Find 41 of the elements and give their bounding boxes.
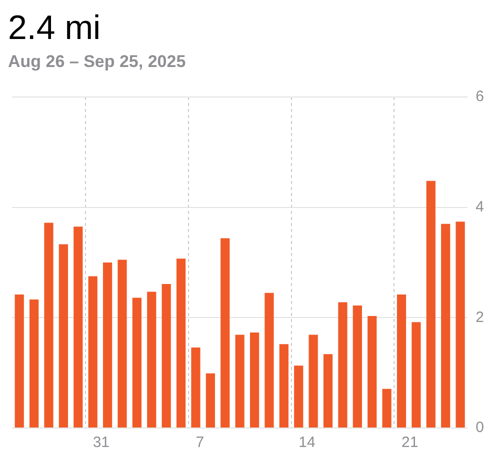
bar: [58, 244, 68, 428]
bar: [412, 322, 421, 428]
bar: [191, 347, 200, 428]
bar: [88, 276, 98, 428]
x-tick-label: 21: [402, 434, 418, 452]
chart-subtitle: Aug 26 – Sep 25, 2025: [8, 52, 187, 72]
bar: [338, 302, 348, 428]
y-tick-label: 6: [476, 88, 484, 106]
bar: [235, 334, 244, 428]
bar: [132, 298, 142, 428]
bar: [118, 260, 127, 428]
bar: [147, 292, 156, 428]
y-tick-label: 4: [476, 198, 484, 216]
chart-title: 2.4 mi: [8, 8, 102, 48]
bar: [368, 316, 377, 428]
bar: [441, 224, 450, 428]
bar: [206, 373, 215, 428]
bar: [14, 294, 24, 428]
bar: [382, 388, 392, 428]
bar: [396, 294, 406, 428]
bar: [74, 226, 83, 428]
x-tick-label: 31: [92, 434, 110, 452]
bar: [102, 262, 112, 428]
bar: [308, 334, 318, 428]
bar: [456, 222, 465, 428]
bar: [44, 222, 54, 428]
y-tick-label: 0: [476, 419, 484, 436]
bar: [279, 344, 288, 428]
bar: [162, 284, 171, 428]
bar: [250, 332, 260, 428]
x-tick-label: 7: [196, 434, 204, 452]
x-tick-label: 14: [298, 434, 316, 452]
bar: [352, 306, 362, 428]
bar: [323, 354, 333, 428]
bar: [264, 292, 274, 428]
bar: [294, 366, 304, 428]
bar: [426, 180, 436, 428]
bar: [176, 258, 186, 428]
bar: [220, 238, 230, 428]
bar: [29, 299, 39, 428]
y-tick-label: 2: [476, 308, 484, 326]
